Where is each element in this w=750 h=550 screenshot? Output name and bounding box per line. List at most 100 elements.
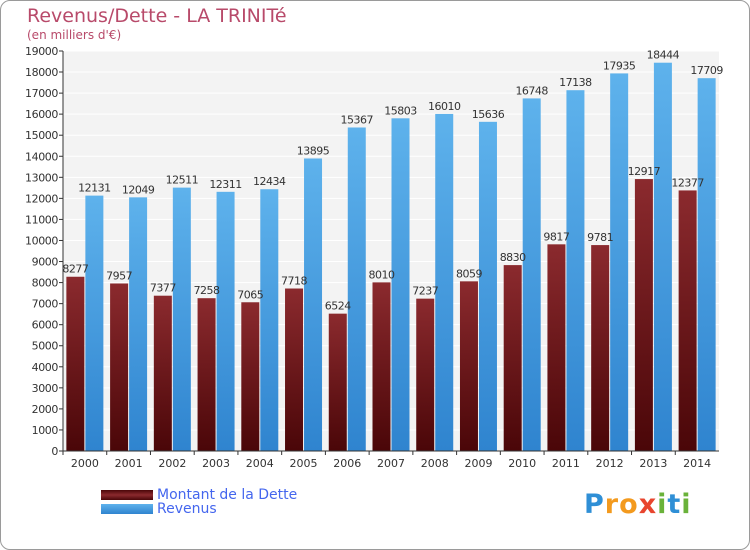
logo-letter: r	[604, 489, 620, 520]
data-label-revenue: 17935	[603, 59, 636, 72]
bar-debt	[634, 179, 653, 451]
bar-debt	[110, 283, 129, 451]
bar-debt	[285, 288, 304, 451]
bar-debt	[153, 295, 172, 451]
y-tick-label: 12000	[25, 192, 58, 205]
data-label-debt: 8277	[62, 263, 88, 276]
chart-title: Revenus/Dette - LA TRINITé	[27, 5, 287, 27]
y-tick-label: 8000	[32, 277, 59, 290]
x-tick-label: 2000	[71, 457, 99, 470]
x-tick-label: 2013	[639, 457, 667, 470]
data-label-debt: 6524	[325, 300, 351, 313]
proxiti-logo: Proxiti	[584, 489, 692, 520]
x-tick-label: 2012	[596, 457, 624, 470]
data-label-debt: 7258	[194, 284, 220, 297]
data-label-revenue: 12049	[122, 183, 155, 196]
data-label-revenue: 17709	[690, 64, 723, 77]
legend-label-debt: Montant de la Dette	[157, 487, 298, 503]
x-tick-label: 2007	[377, 457, 405, 470]
data-label-revenue: 12311	[209, 178, 242, 191]
chart-subtitle: (en milliers d'€)	[27, 28, 122, 42]
data-label-revenue: 12511	[166, 174, 199, 187]
data-label-debt: 7065	[237, 288, 263, 301]
data-label-debt: 7377	[150, 282, 176, 295]
data-label-revenue: 12434	[253, 175, 286, 188]
plot-area	[63, 51, 719, 451]
data-label-revenue: 15803	[384, 104, 417, 117]
y-tick-label: 0	[51, 445, 58, 458]
data-label-revenue: 13895	[297, 144, 330, 157]
bar-debt	[372, 282, 391, 451]
bar-revenue	[610, 73, 629, 451]
data-label-revenue: 16010	[428, 100, 461, 113]
y-tick-label: 10000	[25, 234, 58, 247]
bar-revenue	[260, 189, 279, 452]
y-tick-label: 18000	[25, 66, 58, 79]
data-label-debt: 8059	[456, 267, 482, 280]
y-tick-label: 1000	[32, 424, 59, 437]
bar-revenue	[129, 197, 148, 451]
data-label-revenue: 15367	[341, 113, 374, 126]
x-tick-label: 2003	[202, 457, 230, 470]
y-tick-label: 4000	[32, 361, 59, 374]
x-tick-label: 2010	[508, 457, 536, 470]
bar-revenue	[85, 195, 104, 451]
bar-debt	[503, 265, 522, 451]
x-tick-label: 2004	[246, 457, 274, 470]
y-tick-label: 17000	[25, 87, 58, 100]
bar-revenue	[172, 187, 191, 451]
y-tick-label: 16000	[25, 108, 58, 121]
bar-debt	[416, 298, 435, 451]
data-label-revenue: 12131	[78, 182, 111, 195]
legend-swatch-revenue	[101, 504, 153, 514]
data-label-debt: 7957	[106, 269, 132, 282]
logo-letter: x	[638, 489, 658, 520]
y-tick-label: 5000	[32, 340, 59, 353]
data-label-debt: 12377	[671, 176, 704, 189]
bar-revenue	[304, 158, 323, 451]
bar-revenue	[478, 121, 497, 452]
y-tick-label: 15000	[25, 129, 58, 142]
logo-letter: i	[681, 489, 692, 520]
y-tick-label: 11000	[25, 213, 58, 226]
x-tick-label: 2005	[290, 457, 318, 470]
bar-debt	[66, 276, 85, 451]
bar-revenue	[697, 78, 716, 451]
data-label-revenue: 15636	[472, 108, 505, 121]
data-label-debt: 7718	[281, 275, 307, 288]
legend-swatch-debt	[101, 490, 153, 500]
bar-revenue	[435, 113, 454, 452]
data-label-debt: 8830	[500, 251, 526, 264]
y-tick-label: 3000	[32, 382, 59, 395]
bar-debt	[678, 190, 697, 451]
y-tick-label: 14000	[25, 150, 58, 163]
x-tick-label: 2014	[683, 457, 711, 470]
legend-item-debt: Montant de la Dette	[101, 487, 297, 503]
bar-debt	[197, 298, 216, 451]
x-tick-label: 2011	[552, 457, 580, 470]
bar-revenue	[391, 118, 410, 451]
y-tick-label: 9000	[32, 256, 59, 269]
bar-revenue	[522, 98, 541, 452]
bar-revenue	[653, 62, 672, 451]
y-tick-label: 2000	[32, 403, 59, 416]
bar-debt	[328, 313, 347, 451]
bar-revenue	[216, 191, 235, 452]
legend-label-revenue: Revenus	[157, 501, 217, 517]
data-label-debt: 12917	[628, 165, 661, 178]
logo-letter: t	[667, 489, 682, 520]
bar-revenue	[347, 127, 366, 452]
data-label-debt: 8010	[369, 268, 395, 281]
bar-debt	[241, 302, 260, 451]
bar-debt	[459, 281, 478, 451]
x-tick-label: 2001	[115, 457, 143, 470]
y-tick-label: 13000	[25, 171, 58, 184]
data-label-debt: 9817	[543, 230, 569, 243]
x-tick-label: 2009	[464, 457, 492, 470]
y-tick-label: 19000	[25, 45, 58, 58]
legend-item-revenue: Revenus	[101, 501, 217, 517]
logo-letter: P	[584, 489, 605, 520]
data-label-debt: 9781	[587, 231, 613, 244]
